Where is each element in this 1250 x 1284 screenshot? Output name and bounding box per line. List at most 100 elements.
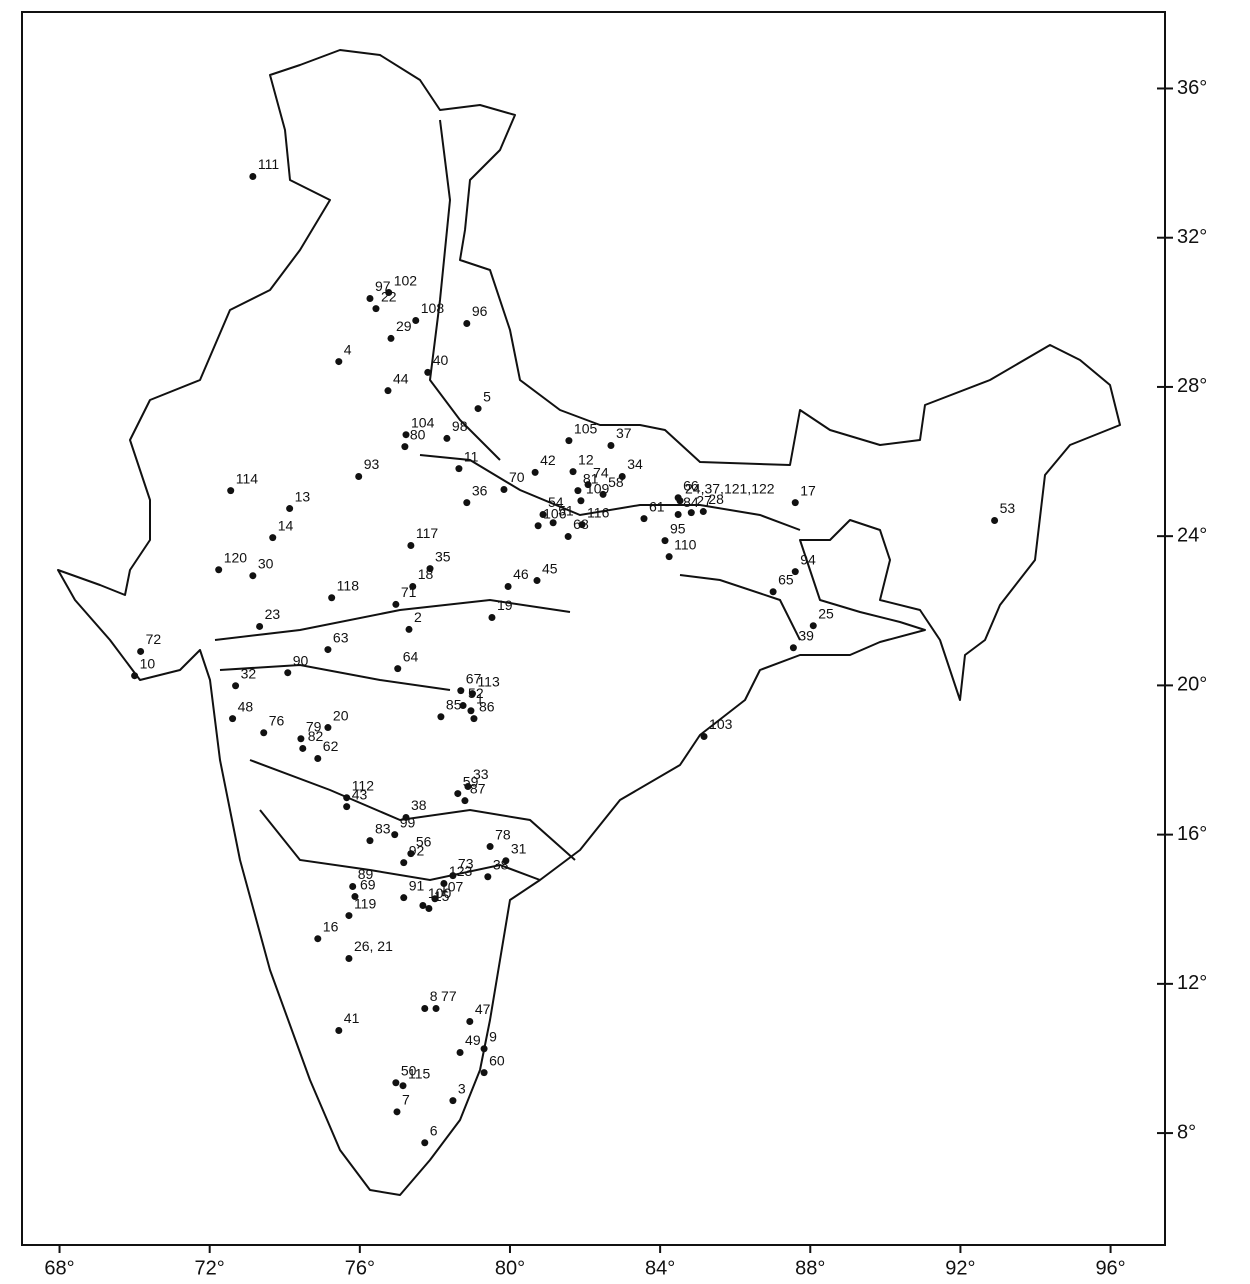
- site-point: [215, 566, 223, 574]
- site-label: 2: [414, 609, 422, 625]
- site-point: [249, 572, 257, 580]
- site-point: [455, 465, 463, 473]
- site-point: [345, 954, 353, 962]
- site-point: [454, 790, 462, 798]
- site-label: 28: [708, 491, 724, 507]
- site-label: 89: [358, 866, 374, 882]
- site-point: [425, 904, 433, 912]
- site-label: 119: [354, 895, 377, 911]
- x-tick-label: 92°: [945, 1257, 975, 1279]
- site-point: [607, 442, 615, 450]
- river: [679, 574, 801, 641]
- site-label: 94: [800, 551, 816, 567]
- site-point: [402, 813, 410, 821]
- site-label: 56: [416, 833, 432, 849]
- site-point: [809, 622, 817, 630]
- site-point: [457, 687, 465, 695]
- site-point: [399, 1082, 407, 1090]
- site-point: [640, 515, 648, 523]
- site-point: [676, 497, 684, 505]
- site-point: [533, 577, 541, 585]
- site-label: 14: [278, 517, 294, 533]
- site-point: [421, 1139, 429, 1147]
- site-point: [574, 487, 582, 495]
- site-point: [387, 334, 395, 342]
- site-point: [687, 509, 695, 517]
- site-label: 8: [430, 988, 438, 1004]
- site-point: [578, 521, 586, 529]
- site-point: [480, 1069, 488, 1077]
- site-label: 25: [818, 605, 834, 621]
- site-point: [504, 583, 512, 591]
- y-tick-label: 28°: [1177, 375, 1207, 397]
- site-point: [456, 1048, 464, 1056]
- x-tick-label: 88°: [795, 1257, 825, 1279]
- site-label: 98: [452, 418, 468, 434]
- river: [428, 119, 501, 461]
- map-frame: [21, 11, 1166, 1246]
- site-point: [661, 537, 669, 545]
- site-label: 66: [683, 477, 699, 493]
- site-label: 43: [352, 786, 368, 802]
- site-label: 13: [295, 488, 311, 504]
- site-point: [618, 472, 626, 480]
- river: [249, 759, 576, 861]
- site-label: 61: [649, 498, 665, 514]
- site-label: 96: [472, 303, 488, 319]
- site-label: 79: [306, 718, 322, 734]
- site-point: [324, 646, 332, 654]
- site-point: [402, 431, 410, 439]
- site-label: 71: [401, 584, 417, 600]
- site-point: [463, 499, 471, 507]
- site-label: 24,37,121,122: [685, 480, 775, 496]
- site-label: 65: [778, 571, 794, 587]
- site-point: [459, 702, 467, 710]
- site-point: [426, 565, 434, 573]
- site-point: [349, 882, 357, 890]
- site-label: 1: [476, 690, 484, 706]
- site-point: [401, 443, 409, 451]
- site-label: 77: [441, 988, 457, 1004]
- site-label: 33: [473, 766, 489, 782]
- site-label: 92: [409, 842, 425, 858]
- site-label: 32: [241, 665, 257, 681]
- site-label: 86: [479, 698, 495, 714]
- site-point: [393, 1108, 401, 1116]
- site-label: 117: [416, 525, 439, 541]
- site-label: 30: [258, 555, 274, 571]
- y-tick-label: 16°: [1177, 823, 1207, 845]
- site-label: 63: [333, 629, 349, 645]
- site-point: [314, 935, 322, 943]
- site-point: [534, 522, 542, 530]
- site-point: [449, 872, 457, 880]
- site-point: [407, 850, 415, 858]
- site-point: [372, 305, 380, 313]
- y-tick-label: 12°: [1177, 972, 1207, 994]
- y-tick-label: 20°: [1177, 674, 1207, 696]
- site-label: 62: [323, 738, 339, 754]
- site-point: [467, 707, 475, 715]
- site-label: 78: [495, 826, 511, 842]
- site-label: 3: [458, 1080, 466, 1096]
- site-label: 39: [798, 627, 814, 643]
- site-point: [466, 1018, 474, 1026]
- site-label: 10: [140, 655, 156, 671]
- site-label: 15: [434, 888, 450, 904]
- site-label: 109: [586, 480, 610, 496]
- site-label: 74: [593, 464, 609, 480]
- site-label: 110: [674, 536, 697, 552]
- site-label: 91: [409, 877, 425, 893]
- river: [259, 809, 541, 882]
- y-tick-label: 8°: [1177, 1121, 1196, 1143]
- site-point: [443, 434, 451, 442]
- site-label: 111: [258, 156, 279, 172]
- site-point: [484, 873, 492, 881]
- river: [214, 598, 571, 641]
- site-point: [249, 173, 257, 181]
- site-label: 17: [800, 482, 816, 498]
- site-point: [789, 644, 797, 652]
- site-point: [449, 1097, 457, 1105]
- site-point: [412, 317, 420, 325]
- site-point: [137, 647, 145, 655]
- site-label: 26, 21: [354, 938, 393, 954]
